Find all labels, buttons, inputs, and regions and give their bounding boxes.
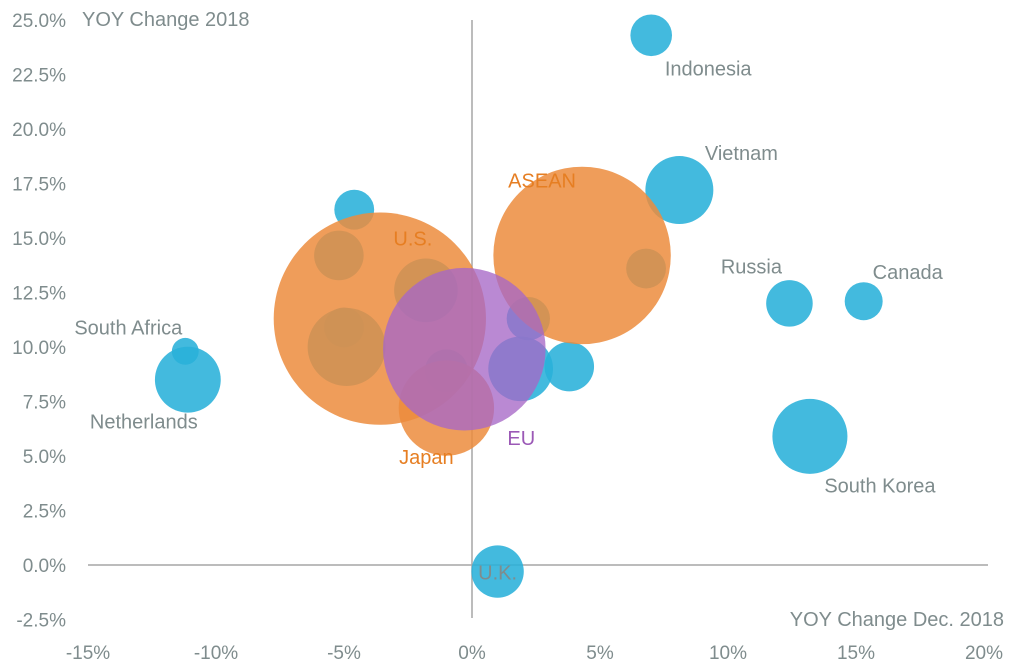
country-bubble-russia	[766, 280, 813, 327]
country-bubble-netherlands	[154, 346, 221, 413]
y-tick-label: 25.0%	[12, 11, 66, 32]
y-tick-label: 2.5%	[23, 502, 66, 523]
y-tick-label: 22.5%	[12, 66, 66, 87]
y-tick-label: 10.0%	[12, 338, 66, 359]
region-bubble-asean	[493, 166, 671, 345]
y-tick-label: 0.0%	[23, 556, 66, 577]
y-tick-label: 20.0%	[12, 120, 66, 141]
country-bubble-u-k	[471, 545, 524, 598]
label-south-africa: South Africa	[74, 317, 183, 339]
x-tick-label: 15%	[837, 643, 875, 664]
label-u-k: U.K.	[478, 563, 517, 585]
x-axis-title: YOY Change Dec. 2018	[790, 609, 1004, 631]
y-tick-label: 7.5%	[23, 393, 66, 414]
y-tick-label: 12.5%	[12, 284, 66, 305]
x-tick-label: 0%	[458, 643, 486, 664]
country-bubble-vietnam	[645, 156, 714, 225]
x-tick-label: -10%	[194, 643, 238, 664]
label-eu: EU	[507, 428, 535, 450]
x-tick-label: 10%	[709, 643, 747, 664]
label-indonesia: Indonesia	[665, 58, 753, 80]
y-tick-label: 15.0%	[12, 229, 66, 250]
x-tick-label: -15%	[66, 643, 110, 664]
label-canada: Canada	[873, 262, 944, 284]
label-asean: ASEAN	[508, 170, 576, 192]
label-japan: Japan	[399, 447, 454, 469]
x-tick-label: 20%	[965, 643, 1003, 664]
label-u-s: U.S.	[393, 229, 432, 251]
country-bubble-indonesia	[630, 14, 673, 57]
y-tick-label: 17.5%	[12, 175, 66, 196]
y-tick-label: 5.0%	[23, 447, 66, 468]
label-netherlands: Netherlands	[90, 412, 198, 434]
bubbles-layer	[154, 14, 883, 598]
label-south-korea: South Korea	[824, 475, 936, 497]
eu-bubble-eu	[383, 267, 546, 431]
y-tick-label: -2.5%	[16, 611, 66, 632]
x-tick-label: 5%	[586, 643, 614, 664]
axes-layer: -2.5% 0.0% 2.5% 5.0% 7.5% 10.0% 12.5% 15.0% 17.5…	[12, 11, 1003, 664]
country-bubble	[544, 341, 595, 392]
country-bubble-south-korea	[772, 398, 848, 474]
country-bubble-canada	[844, 282, 883, 321]
label-russia: Russia	[721, 256, 783, 278]
label-vietnam: Vietnam	[705, 143, 778, 165]
x-tick-label: -5%	[327, 643, 361, 664]
labels-layer: Indonesia Vietnam Russia Canada South Korea S…	[74, 58, 943, 584]
y-axis-title: YOY Change 2018	[82, 9, 250, 31]
